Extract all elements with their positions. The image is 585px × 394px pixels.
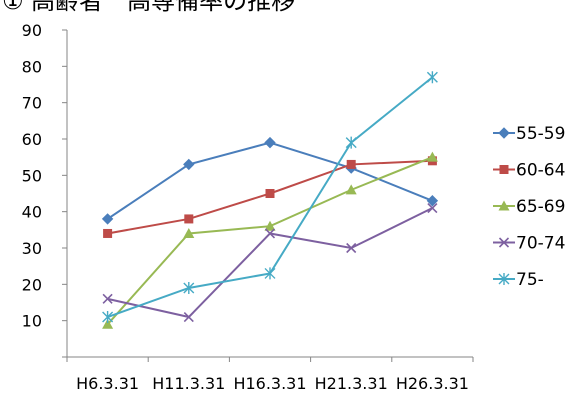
legend-label: 60-64 <box>516 161 565 181</box>
chart-title: ① 高齢者 高専備率の推移 <box>2 0 296 15</box>
data-point <box>101 213 114 225</box>
y-tick-label: 40 <box>22 203 42 222</box>
series-55-59 <box>101 136 439 225</box>
data-point <box>345 184 357 195</box>
y-tick-label: 70 <box>22 94 42 113</box>
y-tick-label: 90 <box>22 21 42 40</box>
legend-label: 55-59 <box>516 124 565 144</box>
legend-marker <box>498 273 510 285</box>
legend-item: 55-59 <box>493 124 565 144</box>
legend-label: 70-74 <box>516 234 565 254</box>
y-tick-label: 20 <box>22 275 42 294</box>
data-point <box>183 158 195 171</box>
data-point <box>103 228 113 238</box>
data-point <box>102 293 113 304</box>
legend-marker <box>499 165 509 174</box>
data-point <box>183 311 194 323</box>
legend-item: 75- <box>493 270 544 290</box>
legend-marker <box>498 200 510 211</box>
data-point <box>264 267 276 280</box>
series-line <box>107 141 433 220</box>
data-point <box>426 151 438 162</box>
legend: 55-59 60-64 65-69 70-74 75- <box>493 124 565 290</box>
chart-axes <box>66 30 473 358</box>
series-65-69 <box>102 151 438 329</box>
data-point <box>264 220 276 231</box>
data-point <box>102 318 114 329</box>
data-point <box>346 159 356 169</box>
y-axis-ticks: 10 20 30 40 50 60 70 80 90 <box>22 21 67 358</box>
legend-item: 65-69 <box>493 197 565 217</box>
legend-marker <box>498 237 510 248</box>
series-75- <box>102 71 438 324</box>
x-tick-label: H11.3.31 <box>152 374 225 393</box>
data-point <box>264 136 276 149</box>
x-tick-label: H6.3.31 <box>76 374 139 393</box>
legend-marker <box>498 127 510 139</box>
y-tick-label: 60 <box>22 130 42 149</box>
x-tick-label: H21.3.31 <box>315 374 388 393</box>
data-point <box>426 195 439 207</box>
data-point <box>184 214 194 224</box>
data-point <box>427 202 438 214</box>
data-point <box>265 189 275 198</box>
legend-item: 70-74 <box>493 234 565 254</box>
legend-item: 60-64 <box>493 161 565 181</box>
data-point <box>345 136 357 149</box>
data-point <box>183 281 195 294</box>
data-point <box>264 228 276 239</box>
series-group <box>101 71 439 329</box>
x-tick-label: H26.3.31 <box>396 374 469 393</box>
series-70-74 <box>102 202 438 323</box>
data-point <box>346 242 357 254</box>
legend-label: 75- <box>516 270 544 290</box>
y-tick-label: 50 <box>22 166 42 185</box>
y-tick-label: 10 <box>22 312 42 331</box>
x-axis-ticks: H6.3.31 H11.3.31 H16.3.31 H21.3.31 H26.3.31 <box>66 357 474 393</box>
data-point <box>102 311 114 324</box>
data-point <box>183 227 195 238</box>
y-tick-label: 80 <box>22 57 42 76</box>
data-point <box>426 71 438 84</box>
y-tick-label: 30 <box>22 239 42 258</box>
legend-label: 65-69 <box>516 197 565 217</box>
x-tick-label: H16.3.31 <box>233 374 306 393</box>
